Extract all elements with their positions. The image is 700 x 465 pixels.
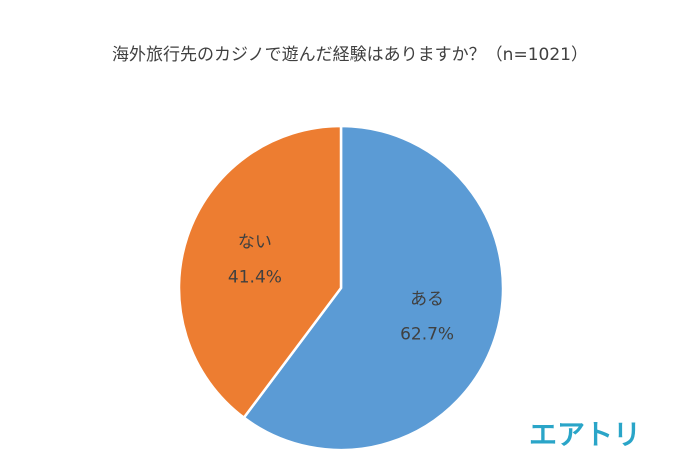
- slice-category-label: ない: [238, 232, 272, 252]
- slice-value-label: 62.7%: [400, 325, 454, 345]
- slice-value-label: 41.4%: [228, 267, 282, 287]
- pie-slice: [242, 124, 505, 452]
- pie-slice: [177, 124, 343, 420]
- slice-category-label: ある: [410, 290, 444, 310]
- chart-title: 海外旅行先のカジノで遊んだ経験はありますか？（n=1021）: [112, 45, 588, 65]
- logo: エアトリ: [529, 418, 641, 451]
